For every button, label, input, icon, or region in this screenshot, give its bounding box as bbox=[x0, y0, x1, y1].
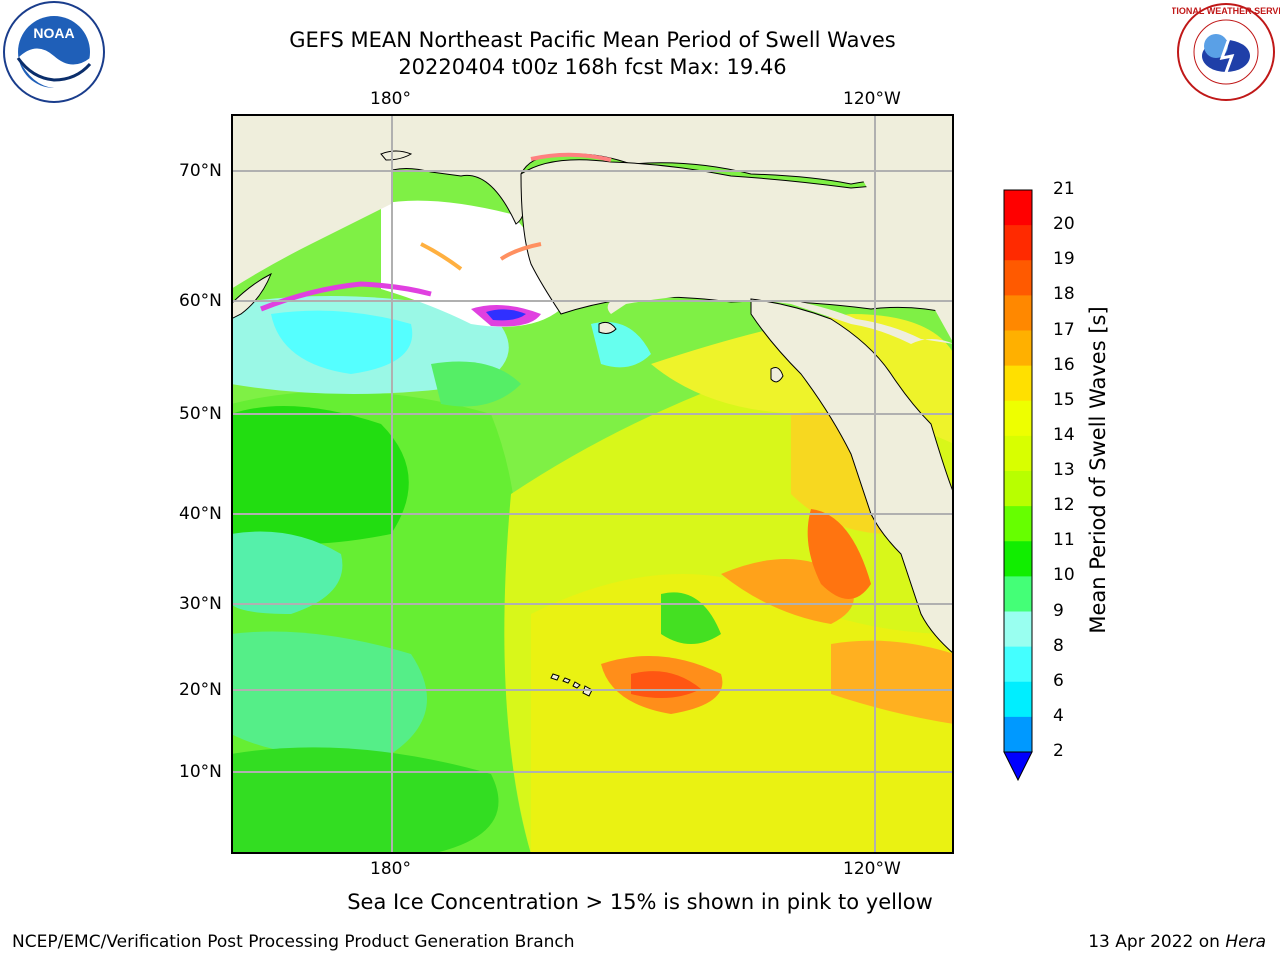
colorbar-label: Mean Period of Swell Waves [s] bbox=[1086, 306, 1110, 634]
colorbar-tick-label: 14 bbox=[1053, 424, 1075, 445]
colorbar-tick-label: 6 bbox=[1053, 670, 1064, 691]
colorbar-swatch bbox=[1004, 330, 1032, 367]
map-title: GEFS MEAN Northeast Pacific Mean Period … bbox=[289, 28, 896, 52]
colorbar-tick-label: 19 bbox=[1053, 249, 1075, 270]
colorbar-swatch bbox=[1004, 576, 1032, 612]
colorbar-swatch bbox=[1004, 716, 1032, 753]
lon-label-top-120w: 120°W bbox=[843, 89, 901, 109]
colorbar-swatch bbox=[1004, 611, 1032, 648]
map-subtitle: 20220404 t00z 168h fcst Max: 19.46 bbox=[398, 55, 787, 79]
lat-label-20n: 20°N bbox=[179, 680, 222, 700]
sea-ice-coast bbox=[260, 152, 612, 312]
colorbar-extend-arrow bbox=[1003, 751, 1033, 782]
sea-ice-caption: Sea Ice Concentration > 15% is shown in … bbox=[347, 890, 933, 914]
footer-date: 13 Apr 2022 on Hera bbox=[1088, 932, 1266, 952]
footer-date-text: 13 Apr 2022 on bbox=[1088, 932, 1226, 952]
lat-label-70n: 70°N bbox=[179, 161, 222, 181]
swell-period-field bbox=[231, 296, 954, 854]
colorbar-tick-label: 4 bbox=[1053, 705, 1064, 726]
colorbar-tick-label: 11 bbox=[1053, 530, 1075, 551]
colorbar-tick-label: 9 bbox=[1053, 600, 1064, 621]
colorbar-tick-label: 18 bbox=[1053, 284, 1075, 305]
colorbar-tick-label: 13 bbox=[1053, 460, 1075, 480]
noaa-logo: NOAA bbox=[3, 1, 105, 103]
colorbar bbox=[1003, 189, 1033, 782]
colorbar-swatch bbox=[1004, 681, 1032, 718]
colorbar-swatches bbox=[1004, 190, 1032, 753]
colorbar-tick-label: 16 bbox=[1053, 354, 1075, 375]
colorbar-tick-label: 17 bbox=[1053, 319, 1075, 340]
lat-label-50n: 50°N bbox=[179, 404, 222, 424]
colorbar-tick-label: 12 bbox=[1053, 495, 1075, 516]
colorbar-swatch bbox=[1004, 400, 1032, 437]
lat-label-30n: 30°N bbox=[179, 594, 222, 614]
colorbar-tick-label: 21 bbox=[1053, 179, 1075, 199]
colorbar-swatch bbox=[1004, 646, 1032, 683]
ice-region bbox=[381, 200, 561, 327]
lat-label-10n: 10°N bbox=[179, 762, 222, 782]
noaa-logo-text: NOAA bbox=[33, 25, 74, 41]
colorbar-swatch bbox=[1004, 190, 1032, 226]
colorbar-tick-label: 10 bbox=[1053, 565, 1075, 586]
lon-label-bottom-120w: 120°W bbox=[843, 859, 901, 879]
colorbar-swatch bbox=[1004, 471, 1032, 507]
nws-logo-text: NATIONAL WEATHER SERVICE bbox=[1172, 6, 1280, 16]
colorbar-swatch bbox=[1004, 506, 1032, 542]
lon-label-bottom-180: 180° bbox=[370, 859, 411, 879]
colorbar-swatch bbox=[1004, 295, 1032, 331]
footer-host: Hera bbox=[1225, 932, 1266, 952]
graticule bbox=[231, 114, 954, 854]
colorbar-tick-label: 15 bbox=[1053, 389, 1075, 410]
colorbar-swatch bbox=[1004, 225, 1032, 261]
colorbar-swatch bbox=[1004, 541, 1032, 577]
colorbar-tick-label: 8 bbox=[1053, 635, 1064, 656]
colorbar-swatch bbox=[1004, 365, 1032, 402]
lat-label-40n: 40°N bbox=[179, 504, 222, 524]
lon-label-top-180: 180° bbox=[370, 89, 411, 109]
footer-credit: NCEP/EMC/Verification Post Processing Pr… bbox=[12, 932, 575, 952]
map-panel bbox=[231, 114, 954, 854]
nws-logo: NATIONAL WEATHER SERVICE bbox=[1172, 3, 1280, 101]
colorbar-swatch bbox=[1004, 260, 1032, 296]
colorbar-tick-label: 20 bbox=[1053, 214, 1075, 235]
colorbar-swatch bbox=[1004, 435, 1032, 472]
colorbar-tick-label: 2 bbox=[1053, 741, 1064, 761]
lat-label-60n: 60°N bbox=[179, 291, 222, 311]
